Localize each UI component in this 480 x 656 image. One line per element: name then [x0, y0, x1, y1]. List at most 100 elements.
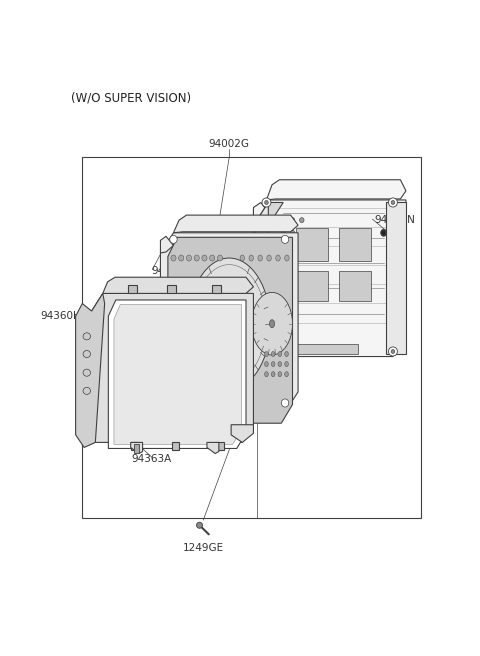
Ellipse shape — [285, 352, 288, 357]
Ellipse shape — [271, 352, 275, 357]
Ellipse shape — [171, 255, 176, 261]
Ellipse shape — [249, 255, 253, 261]
Bar — [296, 228, 328, 260]
Polygon shape — [108, 300, 246, 449]
Ellipse shape — [206, 377, 210, 381]
Ellipse shape — [198, 354, 202, 359]
Ellipse shape — [198, 365, 202, 370]
Ellipse shape — [170, 399, 177, 407]
Polygon shape — [168, 237, 292, 423]
Ellipse shape — [83, 369, 91, 377]
Ellipse shape — [278, 352, 282, 357]
Text: 94360H: 94360H — [40, 311, 81, 321]
Ellipse shape — [185, 319, 192, 328]
Ellipse shape — [281, 218, 286, 222]
Ellipse shape — [214, 365, 218, 370]
Ellipse shape — [381, 229, 386, 236]
Bar — [133, 444, 139, 453]
Bar — [339, 228, 371, 260]
Ellipse shape — [206, 354, 210, 359]
Ellipse shape — [181, 377, 186, 381]
Polygon shape — [128, 285, 137, 293]
Ellipse shape — [202, 255, 207, 261]
Ellipse shape — [271, 361, 275, 367]
Ellipse shape — [281, 236, 289, 243]
Polygon shape — [160, 236, 173, 253]
Ellipse shape — [83, 387, 91, 394]
Ellipse shape — [198, 377, 202, 381]
Ellipse shape — [164, 286, 213, 361]
Ellipse shape — [290, 218, 295, 222]
Text: 94120A: 94120A — [151, 266, 191, 276]
Text: 94002G: 94002G — [209, 139, 250, 150]
Polygon shape — [160, 233, 298, 412]
Polygon shape — [183, 412, 198, 420]
Polygon shape — [253, 203, 266, 220]
Bar — [339, 271, 371, 301]
Polygon shape — [255, 203, 283, 222]
Polygon shape — [167, 285, 176, 293]
Ellipse shape — [217, 255, 223, 261]
Text: (W/O SUPER VISION): (W/O SUPER VISION) — [71, 91, 192, 104]
Ellipse shape — [388, 198, 397, 207]
Ellipse shape — [206, 365, 210, 370]
Bar — [296, 271, 328, 301]
Ellipse shape — [190, 354, 194, 359]
Ellipse shape — [181, 354, 186, 359]
Ellipse shape — [173, 365, 178, 370]
Polygon shape — [266, 180, 406, 200]
Polygon shape — [172, 442, 179, 450]
Ellipse shape — [240, 255, 244, 261]
Polygon shape — [76, 293, 105, 447]
Ellipse shape — [264, 201, 268, 205]
Ellipse shape — [83, 350, 91, 358]
Ellipse shape — [190, 377, 194, 381]
Ellipse shape — [225, 317, 234, 331]
Ellipse shape — [181, 365, 186, 370]
Ellipse shape — [264, 350, 268, 354]
Ellipse shape — [267, 255, 271, 261]
Bar — [83, 157, 421, 518]
Polygon shape — [207, 442, 219, 453]
Ellipse shape — [271, 372, 275, 377]
Ellipse shape — [278, 372, 282, 377]
Ellipse shape — [290, 230, 295, 236]
Ellipse shape — [188, 258, 270, 390]
Ellipse shape — [278, 361, 282, 367]
Polygon shape — [231, 424, 253, 442]
Polygon shape — [173, 215, 298, 233]
Ellipse shape — [196, 522, 203, 528]
Bar — [203, 374, 246, 397]
Polygon shape — [92, 293, 253, 442]
Ellipse shape — [258, 255, 263, 261]
Ellipse shape — [214, 354, 218, 359]
Ellipse shape — [281, 399, 289, 407]
Ellipse shape — [285, 255, 289, 261]
Ellipse shape — [170, 236, 177, 243]
Polygon shape — [253, 200, 406, 357]
Text: 94369N: 94369N — [374, 215, 415, 225]
Ellipse shape — [382, 230, 385, 236]
Ellipse shape — [210, 255, 215, 261]
Polygon shape — [385, 203, 406, 354]
Ellipse shape — [190, 365, 194, 370]
Ellipse shape — [262, 198, 271, 207]
Ellipse shape — [264, 352, 268, 357]
Ellipse shape — [179, 255, 184, 261]
Polygon shape — [114, 304, 241, 444]
Ellipse shape — [173, 354, 178, 359]
Ellipse shape — [391, 201, 395, 205]
Ellipse shape — [285, 361, 288, 367]
Ellipse shape — [285, 372, 288, 377]
Polygon shape — [103, 277, 253, 293]
Bar — [290, 344, 358, 354]
Ellipse shape — [262, 347, 271, 356]
Polygon shape — [266, 412, 281, 420]
Polygon shape — [160, 304, 173, 321]
Ellipse shape — [281, 230, 286, 236]
Ellipse shape — [173, 377, 178, 381]
Ellipse shape — [214, 377, 218, 381]
Polygon shape — [253, 268, 266, 286]
Polygon shape — [212, 285, 221, 293]
Ellipse shape — [186, 255, 192, 261]
